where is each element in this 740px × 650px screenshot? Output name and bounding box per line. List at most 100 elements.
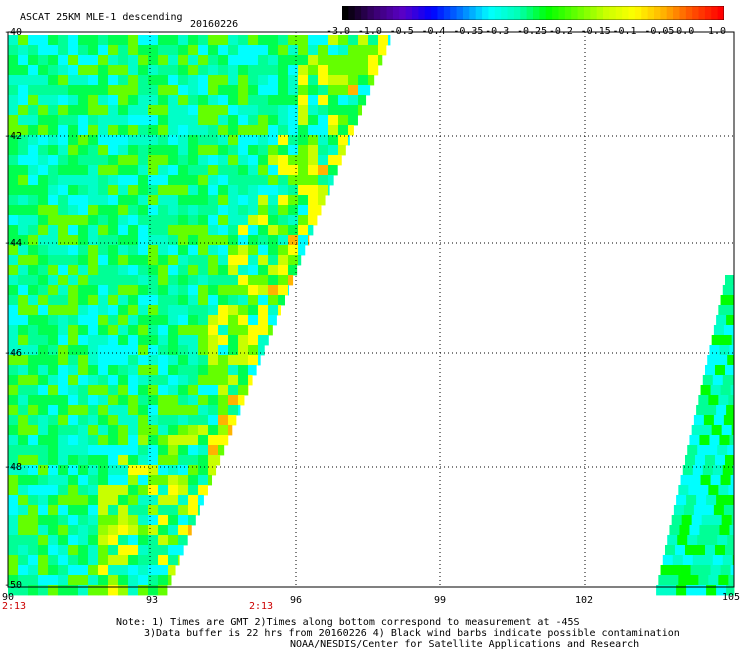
swath-cell [58,45,69,56]
swath-cell [268,115,279,126]
swath-cell [158,365,169,376]
swath-cell [258,145,269,156]
swath-cell [228,335,239,346]
swath-cell [288,45,299,56]
swath-cell [308,205,319,216]
swath-cell [188,395,199,406]
swath-cell [188,365,199,376]
swath-cell [238,245,249,256]
swath-cell [168,355,179,366]
swath-cell [68,205,79,216]
swath-cell [138,125,149,136]
swath-cell [711,425,723,436]
swath-cell [730,475,735,486]
swath-cell [338,55,349,66]
swath-cell [98,255,109,266]
swath-cell [148,405,159,416]
swath-cell [8,475,19,486]
swath-cell [208,355,219,366]
swath-cell [178,55,189,66]
swath-cell [678,485,689,496]
swath-cell [98,315,109,326]
swath-cell [108,465,119,476]
swath-cell [168,225,179,236]
swath-cell [8,355,19,366]
swath-cell [258,345,265,356]
swath-cell [8,45,19,56]
swath-cell [238,365,249,376]
swath-cell [726,495,735,506]
swath-cell [198,155,209,166]
swath-cell [188,355,199,366]
swath-cell [18,355,29,366]
swath-cell [268,35,279,46]
swath-cell [8,545,19,556]
swath-cell [158,55,169,66]
swath-cell [68,325,79,336]
swath-cell [28,365,39,376]
swath-cell [208,445,219,456]
swath-cell [692,465,704,476]
swath-cell [188,405,199,416]
swath-cell [68,95,79,106]
swath-cell [88,415,99,426]
swath-cell [58,245,69,256]
swath-cell [118,295,129,306]
swath-cell [68,345,79,356]
swath-cell [118,135,129,146]
swath-cell [208,75,219,86]
swath-cell [48,215,59,226]
swath-cell [98,65,109,76]
swath-cell [158,575,169,586]
swath-cell [178,275,189,286]
swath-cell [58,175,69,186]
swath-cell [168,565,176,576]
swath-cell [38,355,49,366]
swath-cell [198,125,209,136]
swath-cell [720,475,731,486]
swath-cell [228,285,239,296]
swath-cell [278,45,289,56]
swath-cell [128,195,139,206]
swath-cell [228,245,239,256]
swath-cell [338,65,349,76]
swath-cell [128,125,139,136]
swath-cell [68,225,79,236]
swath-cell [58,265,69,276]
swath-cell [118,115,129,126]
swath-cell [48,35,59,46]
swath-cell [308,115,319,126]
swath-cell [198,345,209,356]
swath-cell [8,65,19,76]
swath-cell [148,365,159,376]
swath-cell [98,125,109,136]
swath-cell [258,35,269,46]
swath-cell [248,215,259,226]
swath-cell [158,105,169,116]
swath-cell [58,35,69,46]
swath-cell [691,515,703,526]
swath-cell [158,555,169,566]
swath-cell [28,85,39,96]
swath-cell [258,205,269,216]
swath-cell [158,435,169,446]
swath-cell [148,555,159,566]
swath-cell [669,525,680,536]
swath-cell [208,65,219,76]
swath-cell [278,255,289,266]
swath-cell [28,275,39,286]
swath-cell [158,505,169,516]
swath-cell [658,575,669,586]
swath-cell [198,355,209,366]
swath-cell [28,535,39,546]
swath-cell [178,265,189,276]
swath-cell [128,385,139,396]
swath-cell [148,485,159,496]
swath-cell [128,245,139,256]
swath-cell [88,445,99,456]
swath-cell [8,235,19,246]
swath-cell [8,425,19,436]
swath-cell [338,45,349,56]
swath-cell [38,465,49,476]
swath-cell [88,355,99,366]
